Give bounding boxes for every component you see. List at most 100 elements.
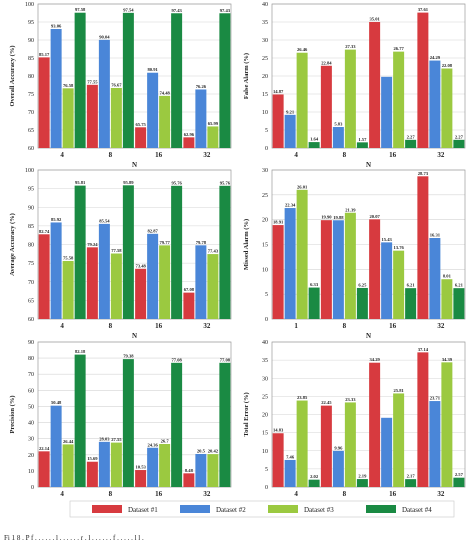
data-label: 6.25: [358, 282, 367, 287]
data-label: 85.92: [51, 217, 62, 222]
x-tick-label: 32: [203, 490, 211, 498]
y-tick-label: 90: [28, 38, 34, 44]
bar: [332, 127, 344, 148]
x-tick-label: 1: [294, 322, 298, 330]
x-tick-label: 8: [343, 322, 347, 330]
y-tick-label: 0: [265, 146, 268, 152]
bar: [74, 12, 86, 148]
data-label: 27.33: [345, 44, 356, 49]
bar: [441, 68, 453, 148]
y-tick-label: 50: [28, 404, 34, 410]
data-label: 27.55: [111, 437, 122, 442]
bar: [171, 185, 183, 319]
data-label: 20.07: [369, 214, 380, 219]
bar: [405, 479, 417, 487]
y-tick-label: 0: [265, 485, 268, 491]
legend-label: Dataset #2: [216, 506, 246, 514]
bar: [219, 13, 231, 149]
bar: [308, 287, 320, 319]
data-label: 90.04: [99, 34, 110, 39]
data-label: 77.43: [208, 249, 219, 254]
bar: [38, 57, 50, 148]
x-tick-label: 32: [203, 151, 211, 159]
y-tick-label: 70: [28, 280, 34, 286]
legend-label: Dataset #4: [402, 506, 432, 514]
data-label: 65.75: [135, 122, 146, 127]
data-label: 28.03: [99, 436, 110, 441]
y-tick-label: 30: [262, 38, 268, 44]
bar: [207, 126, 219, 148]
data-label: 82.18: [75, 349, 86, 354]
bar: [135, 127, 147, 148]
y-tick-label: 80: [28, 356, 34, 362]
y-tick-label: 15: [262, 243, 268, 249]
data-label: 2.27: [455, 134, 464, 139]
bar: [86, 247, 98, 319]
bar: [320, 405, 332, 487]
data-label: 22.34: [285, 203, 296, 208]
x-tick-label: 4: [294, 151, 298, 159]
data-label: 23.85: [297, 395, 308, 400]
data-label: 10.53: [135, 465, 146, 470]
data-label: 77.58: [111, 248, 122, 253]
y-tick-label: 65: [28, 298, 34, 304]
bar: [332, 450, 344, 487]
bar: [171, 13, 183, 149]
bar: [369, 219, 381, 319]
data-label: 26.77: [393, 46, 404, 51]
data-label: 15.69: [87, 456, 98, 461]
legend: Dataset #1 Dataset #2 Dataset #3 Dataset #4: [69, 500, 455, 518]
legend-label: Dataset #1: [128, 506, 158, 514]
y-axis-label: Precision (%): [9, 396, 16, 434]
data-label: 19.88: [333, 215, 344, 220]
data-label: 23.71: [430, 396, 441, 401]
y-tick-label: 0: [31, 485, 34, 491]
x-axis-label: N: [132, 332, 137, 340]
data-label: 95.81: [75, 180, 86, 185]
data-label: 26.01: [297, 184, 308, 189]
bar: [356, 479, 368, 487]
data-label: 20.5: [197, 448, 206, 453]
bar: [86, 84, 98, 148]
data-label: 9.21: [286, 109, 295, 114]
data-label: 79.38: [123, 354, 134, 359]
data-label: 95.76: [171, 180, 182, 185]
bar: [272, 94, 284, 148]
bar: [405, 139, 417, 148]
data-label: 79.77: [159, 240, 170, 245]
x-tick-label: 8: [343, 490, 347, 498]
y-tick-label: 5: [265, 292, 268, 298]
data-label: 19.90: [321, 215, 332, 220]
bar: [272, 225, 284, 319]
data-label: 97.43: [171, 8, 182, 13]
bar: [429, 60, 441, 148]
data-label: 97.54: [123, 7, 134, 12]
bar: [74, 354, 86, 487]
data-label: 26.44: [63, 439, 74, 444]
x-tick-label: 32: [203, 322, 211, 330]
bar: [98, 441, 110, 487]
chart-panel-4: 0 5 10 15 20 25 30 Missed Alarm (%) 18.91 22.34 26…: [243, 168, 466, 340]
x-tick-label: 8: [109, 322, 113, 330]
y-axis-label: Overall Accuracy (%): [9, 45, 16, 106]
y-tick-label: 25: [262, 56, 268, 62]
data-label: 76.67: [111, 82, 122, 87]
bar: [110, 442, 122, 487]
data-label: 97.58: [75, 7, 86, 12]
bar: [393, 51, 405, 148]
x-tick-label: 32: [437, 490, 445, 498]
bar: [429, 237, 441, 319]
data-label: 76.58: [63, 83, 74, 88]
x-tick-label: 16: [155, 322, 163, 330]
y-tick-label: 100: [25, 2, 34, 8]
data-label: 65.99: [208, 121, 219, 126]
x-tick-label: 16: [389, 322, 397, 330]
bar: [147, 447, 159, 487]
bar: [195, 245, 207, 319]
data-label: 37.14: [418, 347, 429, 352]
x-axis-label: N: [366, 332, 371, 340]
bar: [429, 401, 441, 487]
bar: [62, 260, 74, 319]
bar: [74, 185, 86, 319]
